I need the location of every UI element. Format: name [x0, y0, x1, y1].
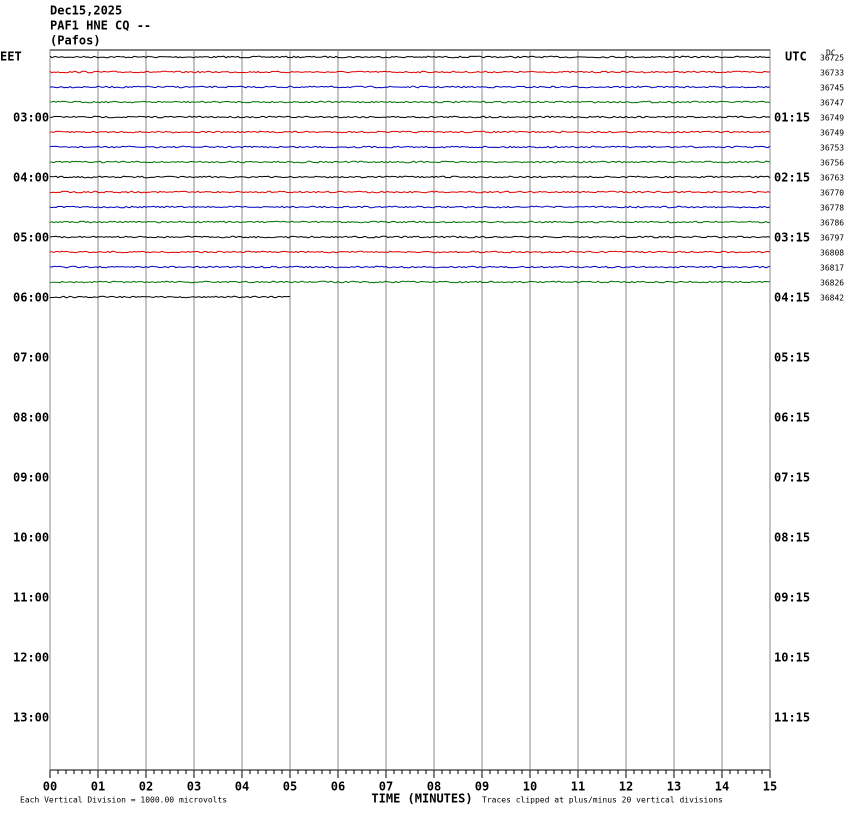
dc-value: 36745 — [820, 84, 844, 93]
trace — [49, 160, 771, 164]
right-timezone: UTC — [785, 50, 807, 64]
x-tick-label: 09 — [475, 780, 489, 794]
dc-value: 36749 — [820, 129, 844, 138]
trace — [49, 250, 771, 254]
x-tick-label: 04 — [235, 780, 249, 794]
x-tick-label: 11 — [571, 780, 585, 794]
left-time-label: 12:00 — [13, 651, 49, 665]
left-time-label: 05:00 — [13, 231, 49, 245]
dc-value: 36786 — [820, 219, 844, 228]
dc-value: 36763 — [820, 174, 844, 183]
x-tick-label: 06 — [331, 780, 345, 794]
left-time-label: 13:00 — [13, 711, 49, 725]
header-location: (Pafos) — [50, 34, 101, 48]
trace — [49, 175, 771, 179]
left-time-label: 09:00 — [13, 471, 49, 485]
header-station: PAF1 HNE CQ -- — [50, 19, 151, 33]
dc-label: DC — [826, 49, 836, 58]
right-time-label: 05:15 — [774, 351, 810, 365]
x-tick-label: 05 — [283, 780, 297, 794]
dc-value: 36770 — [820, 189, 844, 198]
x-tick-label: 00 — [43, 780, 57, 794]
header-date: Dec15,2025 — [50, 4, 122, 18]
left-time-label: 04:00 — [13, 171, 49, 185]
x-tick-label: 03 — [187, 780, 201, 794]
x-tick-label: 01 — [91, 780, 105, 794]
trace — [49, 55, 771, 59]
trace — [49, 70, 771, 74]
left-time-label: 03:00 — [13, 111, 49, 125]
plot-frame — [49, 49, 771, 771]
x-tick-label: 14 — [715, 780, 729, 794]
right-time-label: 04:15 — [774, 291, 810, 305]
left-time-label: 08:00 — [13, 411, 49, 425]
right-time-label: 09:15 — [774, 591, 810, 605]
trace — [49, 205, 771, 209]
trace — [49, 115, 771, 119]
dc-value: 36826 — [820, 279, 844, 288]
left-time-label: 10:00 — [13, 531, 49, 545]
trace — [49, 100, 771, 104]
dc-value: 36778 — [820, 204, 844, 213]
left-time-label: 11:00 — [13, 591, 49, 605]
x-tick-label: 12 — [619, 780, 633, 794]
dc-value: 36733 — [820, 69, 844, 78]
x-tick-label: 15 — [763, 780, 777, 794]
clip-note: Traces clipped at plus/minus 20 vertical… — [482, 796, 723, 805]
right-time-label: 01:15 — [774, 111, 810, 125]
trace — [49, 85, 771, 89]
dc-value: 36747 — [820, 99, 844, 108]
x-tick-label: 08 — [427, 780, 441, 794]
dc-value: 36817 — [820, 264, 844, 273]
right-time-label: 08:15 — [774, 531, 810, 545]
right-time-label: 11:15 — [774, 711, 810, 725]
trace — [49, 190, 771, 194]
dc-value: 36808 — [820, 249, 844, 258]
trace — [49, 145, 771, 149]
right-time-label: 03:15 — [774, 231, 810, 245]
x-tick-label: 07 — [379, 780, 393, 794]
trace — [50, 130, 771, 134]
dc-value: 36756 — [820, 159, 844, 168]
x-tick-label: 13 — [667, 780, 681, 794]
dc-value: 36753 — [820, 144, 844, 153]
right-time-label: 10:15 — [774, 651, 810, 665]
right-time-label: 06:15 — [774, 411, 810, 425]
dc-value: 36749 — [820, 114, 844, 123]
trace — [49, 295, 291, 299]
trace — [49, 220, 771, 224]
dc-value: 36725 — [820, 54, 844, 63]
dc-value: 36797 — [820, 234, 844, 243]
right-time-label: 02:15 — [774, 171, 810, 185]
x-tick-label: 02 — [139, 780, 153, 794]
trace — [49, 265, 771, 269]
x-axis-title: TIME (MINUTES) — [371, 792, 472, 806]
trace — [49, 280, 771, 284]
left-timezone: EET — [0, 50, 22, 64]
dc-value: 36842 — [820, 294, 844, 303]
x-tick-label: 10 — [523, 780, 537, 794]
left-time-label: 07:00 — [13, 351, 49, 365]
trace — [49, 235, 771, 239]
scale-note: Each Vertical Division = 1000.00 microvo… — [20, 796, 227, 805]
right-time-label: 07:15 — [774, 471, 810, 485]
left-time-label: 06:00 — [13, 291, 49, 305]
